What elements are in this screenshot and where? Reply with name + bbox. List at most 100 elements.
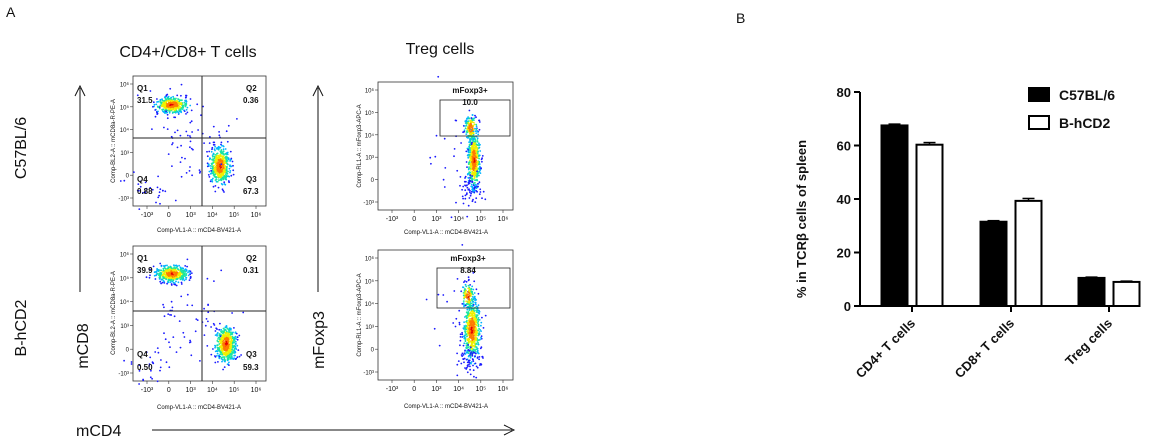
- flow-event: [178, 103, 181, 106]
- flow-event: [161, 281, 164, 284]
- flow-event: [175, 351, 178, 353]
- q3-value: 59.3: [243, 363, 259, 372]
- flow-event: [465, 292, 467, 294]
- flow-event: [162, 269, 165, 272]
- flow-event: [217, 336, 220, 339]
- flow-event: [467, 156, 470, 159]
- flow-event: [464, 280, 466, 282]
- flow-event: [170, 278, 173, 281]
- flow-event: [159, 369, 161, 372]
- flow-event: [175, 280, 177, 283]
- flow-event: [469, 126, 472, 128]
- flow-event: [232, 346, 235, 349]
- flow-event: [238, 355, 241, 358]
- flow-event: [470, 168, 473, 171]
- flow-event: [219, 341, 222, 344]
- flow-event: [229, 159, 232, 162]
- flow-event: [221, 359, 224, 361]
- flow-event: [473, 318, 476, 321]
- flow-event: [476, 130, 479, 133]
- flow-event: [471, 114, 474, 116]
- flow-event: [221, 161, 224, 164]
- flow-event: [186, 265, 189, 268]
- flow-event: [167, 105, 170, 108]
- flow-event: [471, 119, 474, 122]
- flow-event: [461, 331, 463, 334]
- flow-event: [194, 330, 197, 333]
- flow-event: [212, 152, 215, 155]
- flow-event: [469, 356, 472, 359]
- y-tick-label: 10⁴: [120, 299, 130, 306]
- flow-event: [477, 322, 479, 324]
- flow-event: [475, 315, 478, 318]
- flow-event: [469, 333, 472, 336]
- y-axis-label: % in TCRβ cells of spleen: [794, 140, 809, 298]
- flow-event: [217, 346, 220, 349]
- flow-event: [468, 346, 470, 348]
- flow-event: [242, 311, 245, 314]
- flow-event: [471, 348, 474, 350]
- flow-event: [474, 328, 477, 331]
- panel-a-letter: A: [6, 4, 16, 20]
- flow-event: [433, 327, 436, 330]
- flow-event: [453, 155, 455, 158]
- flow-event: [224, 183, 227, 186]
- flow-event: [210, 169, 213, 172]
- row-label-bhcd2: B-hCD2: [13, 299, 30, 356]
- flow-event: [158, 273, 161, 275]
- flow-event: [469, 171, 472, 174]
- flow-event: [459, 339, 462, 342]
- flow-event: [461, 333, 464, 336]
- flow-event: [218, 328, 221, 331]
- flow-event: [464, 350, 466, 352]
- flow-event: [225, 325, 228, 327]
- flow-event: [145, 187, 148, 190]
- flow-event: [156, 269, 159, 271]
- flow-event: [477, 352, 480, 355]
- legend-label: B-hCD2: [1059, 115, 1111, 131]
- flow-event: [214, 350, 217, 353]
- flow-event: [186, 304, 189, 306]
- flow-event: [465, 328, 468, 331]
- flow-event: [227, 180, 230, 182]
- flow-event: [230, 157, 233, 160]
- flow-event: [456, 278, 459, 280]
- flow-event: [221, 172, 224, 175]
- y-tick-label: 0: [126, 348, 130, 354]
- flow-event: [174, 98, 176, 101]
- flow-event: [185, 108, 188, 111]
- flow-event: [198, 169, 201, 172]
- flow-event: [475, 159, 477, 162]
- flow-event: [163, 126, 165, 129]
- flow-event: [470, 312, 473, 315]
- gate-value: 8.84: [460, 266, 476, 275]
- flow-event: [197, 129, 200, 131]
- flow-event: [189, 104, 192, 107]
- flow-event: [468, 141, 470, 144]
- flow-event: [235, 338, 238, 340]
- flow-event: [156, 380, 159, 383]
- flow-event: [231, 312, 234, 314]
- flow-event: [222, 145, 225, 148]
- x-tick-label: 0: [412, 216, 416, 223]
- flow-event: [214, 145, 217, 148]
- flow-event: [465, 368, 468, 370]
- flow-event: [202, 105, 205, 108]
- flow-event: [159, 104, 162, 107]
- flow-event: [218, 169, 221, 172]
- flow-event: [475, 197, 478, 200]
- flow-event: [139, 180, 142, 183]
- flow-event: [473, 137, 476, 140]
- flow-event: [225, 330, 228, 333]
- flow-event: [185, 100, 188, 103]
- flow-event: [226, 343, 229, 345]
- flow-event: [190, 147, 193, 150]
- flow-event: [218, 134, 221, 137]
- flow-event: [475, 305, 478, 308]
- flow-event: [480, 158, 483, 161]
- flow-event: [238, 334, 241, 337]
- flow-event: [470, 185, 473, 188]
- flow-event: [205, 318, 208, 320]
- flow-event: [170, 284, 173, 286]
- flow-event: [478, 333, 481, 336]
